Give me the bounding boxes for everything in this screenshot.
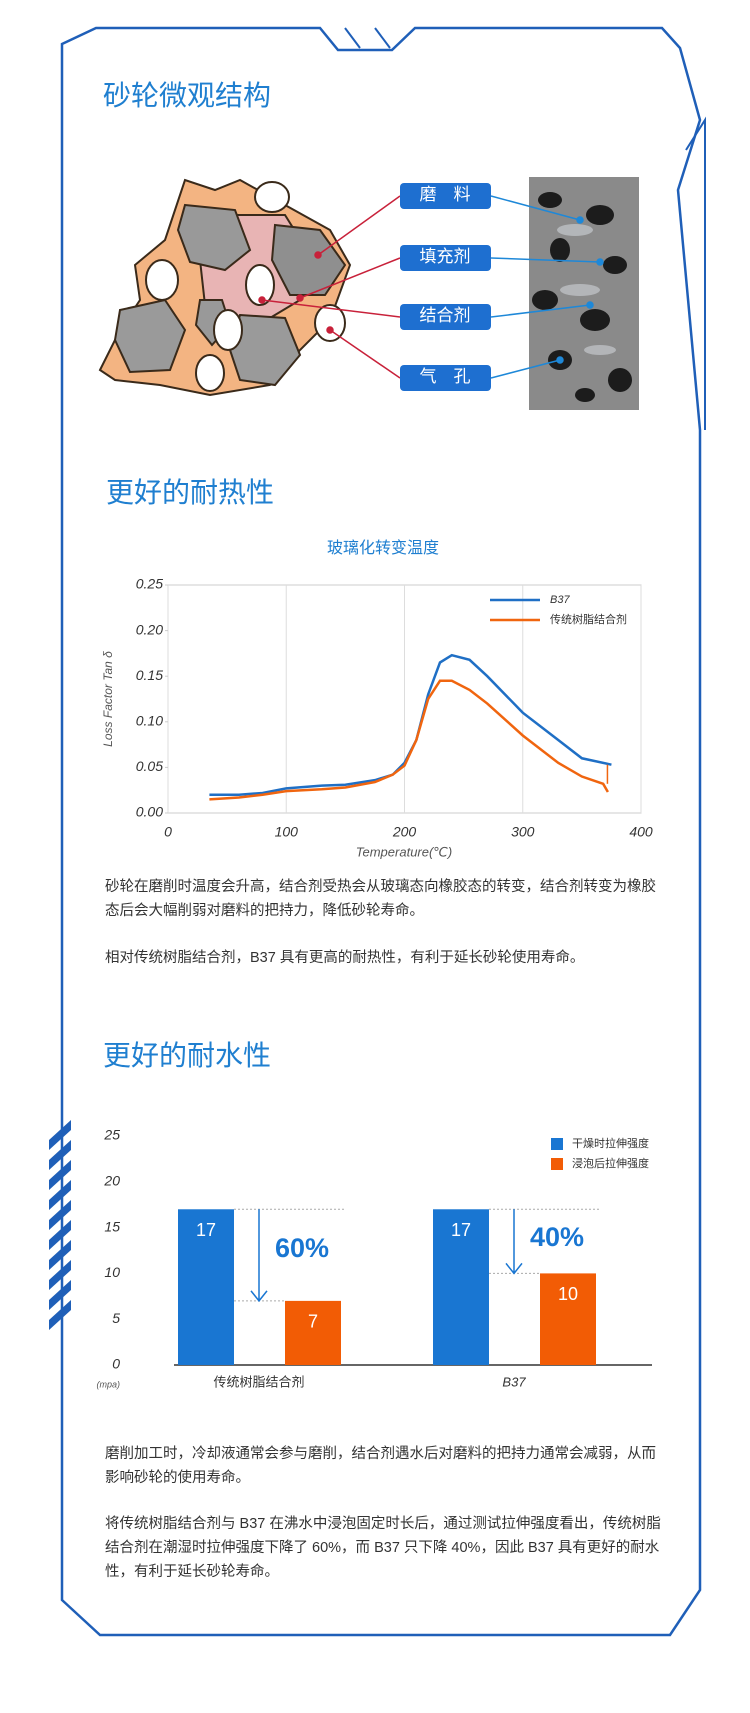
value-label: 17	[451, 1220, 471, 1240]
stripes	[49, 1120, 71, 1330]
bar	[433, 1209, 489, 1365]
bar	[178, 1209, 234, 1365]
y-tick-label: 15	[104, 1218, 120, 1234]
legend-label: 浸泡后拉伸强度	[572, 1156, 649, 1170]
label-box	[400, 304, 491, 330]
chart-title: 玻璃化转变温度	[327, 539, 439, 557]
legend-label: 干燥时拉伸强度	[572, 1136, 649, 1150]
paragraph: 砂轮在磨削时温度会升高，结合剂受热会从玻璃态向橡胶态的转变，结合剂转变为橡胶态后…	[105, 879, 656, 919]
line	[209, 653, 612, 797]
value-label: 10	[558, 1284, 578, 1304]
photo-connectors	[490, 195, 604, 379]
line	[209, 679, 609, 801]
paragraph: 磨削加工时，冷却液通常会参与磨削，结合剂遇水后对磨料的把持力通常会减弱，从而影响…	[105, 1446, 656, 1486]
value-label: 17	[196, 1220, 216, 1240]
section-title: 砂轮微观结构	[103, 80, 272, 111]
x-tick-label: 100	[275, 824, 299, 840]
bar	[285, 1300, 341, 1365]
microstructure	[98, 178, 352, 397]
unit-label: (mpa)	[96, 1379, 120, 1389]
paragraph: 相对传统树脂结合剂，B37 具有更高的耐热性，有利于延长砂轮使用寿命。	[105, 950, 585, 966]
legend-label: B37	[550, 594, 570, 606]
x-tick-label: B37	[502, 1374, 526, 1389]
frame-deco	[344, 27, 706, 430]
frame	[60, 26, 702, 1637]
y-tick-label: 0	[112, 1356, 120, 1372]
y-tick-label: 0.25	[136, 576, 163, 592]
value-label: 7	[308, 1312, 318, 1332]
legend-swatch	[551, 1158, 563, 1170]
paragraph: 将传统树脂结合剂与 B37 在沸水中浸泡固定时长后，通过测试拉伸强度看出，传统树…	[105, 1516, 661, 1580]
arrow	[505, 1209, 523, 1275]
y-axis-label: Loss Factor Tan δ	[101, 651, 115, 747]
y-tick-label: 25	[103, 1127, 120, 1143]
arrow	[250, 1209, 268, 1303]
y-tick-label: 0.15	[136, 667, 163, 683]
section-title: 更好的耐水性	[103, 1040, 272, 1071]
x-tick-label: 200	[392, 824, 417, 840]
bar	[540, 1273, 596, 1365]
y-tick-label: 20	[103, 1173, 120, 1189]
connectors	[258, 195, 401, 379]
label-text: 磨 料	[420, 185, 471, 204]
y-tick-label: 10	[104, 1264, 120, 1280]
legend-swatch	[551, 1138, 563, 1150]
photo	[529, 177, 639, 410]
x-axis-label: Temperature(℃)	[356, 844, 452, 859]
y-tick-label: 0.20	[136, 621, 163, 637]
label-text: 填充剂	[420, 247, 471, 266]
x-tick-label: 0	[164, 824, 172, 840]
label-box	[400, 365, 491, 391]
y-tick-label: 5	[112, 1310, 120, 1326]
x-tick-label: 传统树脂结合剂	[213, 1374, 304, 1389]
section-title: 更好的耐热性	[106, 477, 275, 508]
annotation: 40%	[530, 1222, 584, 1252]
y-tick-label: 0.00	[136, 804, 163, 820]
label-text: 气 孔	[420, 367, 471, 386]
label-box	[400, 245, 491, 271]
y-tick-label: 0.10	[136, 713, 163, 729]
label-text: 结合剂	[420, 306, 471, 325]
label-box	[400, 183, 491, 209]
x-tick-label: 300	[511, 824, 535, 840]
x-tick-label: 400	[629, 824, 653, 840]
legend-label: 传统树脂结合剂	[550, 612, 627, 626]
annotation: 60%	[275, 1233, 329, 1263]
y-tick-label: 0.05	[136, 758, 163, 774]
